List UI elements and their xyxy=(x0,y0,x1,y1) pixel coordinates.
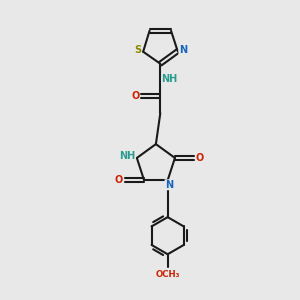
Text: NH: NH xyxy=(162,74,178,84)
Text: NH: NH xyxy=(119,152,136,161)
Text: O: O xyxy=(115,175,123,185)
Text: OCH₃: OCH₃ xyxy=(155,270,180,279)
Text: N: N xyxy=(179,45,187,55)
Text: S: S xyxy=(134,45,141,55)
Text: N: N xyxy=(165,180,173,190)
Text: O: O xyxy=(196,153,204,163)
Text: O: O xyxy=(131,91,140,101)
